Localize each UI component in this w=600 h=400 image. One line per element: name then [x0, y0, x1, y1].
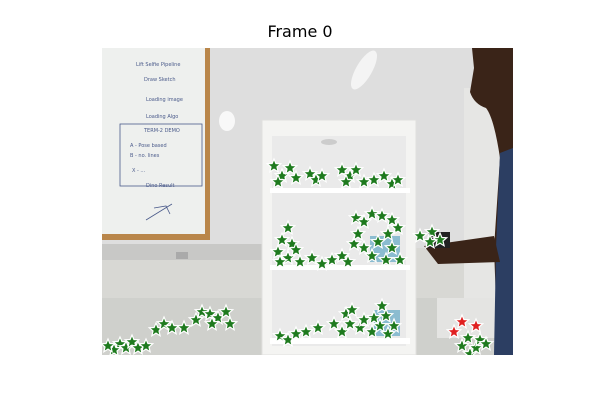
feature-marker-inlier: [279, 219, 297, 235]
feature-marker-inlier: [123, 333, 141, 349]
feature-marker-inlier: [269, 243, 287, 259]
whiteboard-box: [119, 123, 203, 187]
feature-marker-inlier: [137, 337, 155, 353]
ceiling-light-reflection: [219, 111, 235, 131]
feature-marker-inlier: [333, 161, 351, 177]
feature-marker-inlier: [269, 173, 287, 189]
feature-marker-inlier: [365, 171, 383, 187]
feature-marker-inlier: [265, 157, 283, 173]
scene-image: Lift Selfie Pipeline Draw Sketch Loading…: [102, 48, 513, 355]
whiteboard-line: A - Pose based: [130, 143, 167, 149]
feature-marker-outlier: [467, 317, 485, 333]
feature-marker-inlier: [355, 239, 373, 255]
feature-marker-outlier: [453, 313, 471, 329]
feature-marker-inlier: [351, 319, 369, 335]
feature-marker-inlier: [355, 311, 373, 327]
feature-marker-inlier: [363, 205, 381, 221]
shelf-board: [270, 188, 410, 193]
whiteboard: [102, 48, 205, 234]
feature-marker-inlier: [271, 253, 289, 269]
feature-marker-inlier: [337, 173, 355, 189]
frame-title: Frame 0: [267, 22, 333, 41]
feature-marker-inlier: [389, 219, 407, 235]
feature-marker-inlier: [281, 159, 299, 175]
feature-marker-inlier: [221, 315, 239, 331]
feature-marker-inlier: [325, 315, 343, 331]
feature-marker-inlier: [477, 335, 495, 351]
feature-marker-inlier: [287, 169, 305, 185]
feature-marker-inlier: [349, 225, 367, 241]
camera-frame: Lift Selfie Pipeline Draw Sketch Loading…: [102, 48, 513, 355]
feature-marker-inlier: [385, 317, 403, 333]
feature-marker-inlier: [379, 325, 397, 341]
whiteboard-line: TERM-2 DEMO: [143, 128, 180, 134]
feature-marker-inlier: [333, 323, 351, 339]
feature-marker-inlier: [453, 337, 471, 353]
feature-marker-inlier: [355, 213, 373, 229]
feature-marker-inlier: [389, 171, 407, 187]
feature-marker-inlier: [373, 297, 391, 313]
feature-marker-inlier: [343, 301, 361, 317]
shelf-board: [270, 338, 410, 344]
feature-marker-inlier: [383, 211, 401, 227]
shelf-board: [270, 265, 410, 270]
feature-marker-inlier: [203, 315, 221, 331]
feature-marker-inlier: [459, 329, 477, 345]
whiteboard-line: Loading image: [146, 97, 183, 103]
feature-marker-inlier: [303, 249, 321, 265]
feature-marker-inlier: [287, 241, 305, 257]
feature-marker-inlier: [347, 161, 365, 177]
whiteboard-line: B - no. lines: [130, 153, 160, 159]
feature-marker-inlier: [309, 319, 327, 335]
feature-marker-inlier: [187, 311, 205, 327]
whiteboard-line: Loading Algo: [146, 114, 178, 120]
feature-marker-inlier: [365, 309, 383, 325]
feature-marker-inlier: [363, 247, 381, 263]
feature-marker-inlier: [313, 255, 331, 271]
table-equipment: [437, 298, 497, 338]
feature-marker-inlier: [297, 323, 315, 339]
feature-marker-inlier: [313, 167, 331, 183]
feature-marker-inlier: [391, 251, 409, 267]
feature-marker-inlier: [377, 251, 395, 267]
feature-marker-inlier: [102, 337, 117, 353]
feature-marker-inlier: [383, 239, 401, 255]
feature-marker-inlier: [379, 225, 397, 241]
whiteboard-writing: Lift Selfie Pipeline Draw Sketch Loading…: [119, 62, 203, 221]
feature-marker-inlier: [431, 231, 449, 247]
feature-marker-inlier: [411, 227, 429, 243]
whiteboard-sketch: [145, 203, 173, 221]
feature-marker-inlier: [371, 317, 389, 333]
whiteboard-line: Dino Result: [146, 183, 175, 189]
ceiling-light-reflection: [351, 50, 377, 90]
feature-marker-inlier: [467, 339, 485, 355]
feature-marker-inlier: [375, 167, 393, 183]
power-socket: [176, 252, 188, 259]
feature-marker-inlier: [421, 233, 439, 249]
feature-marker-inlier: [377, 307, 395, 323]
feature-marker-inlier: [175, 319, 193, 335]
feature-marker-inlier: [291, 253, 309, 269]
feature-marker-outlier: [445, 323, 463, 339]
feature-markers: [102, 157, 495, 355]
whiteboard-line: Draw Sketch: [144, 77, 176, 83]
feature-marker-inlier: [323, 251, 341, 267]
feature-marker-inlier: [217, 303, 235, 319]
whiteboard-line: Lift Selfie Pipeline: [136, 62, 180, 68]
feature-marker-inlier: [423, 223, 441, 239]
whiteboard-line: X - ...: [132, 168, 146, 174]
shelf-hole: [321, 139, 337, 145]
feature-marker-inlier: [369, 233, 387, 249]
feature-marker-inlier: [339, 253, 357, 269]
person-arm: [424, 236, 500, 264]
person-shirt: [494, 148, 513, 355]
